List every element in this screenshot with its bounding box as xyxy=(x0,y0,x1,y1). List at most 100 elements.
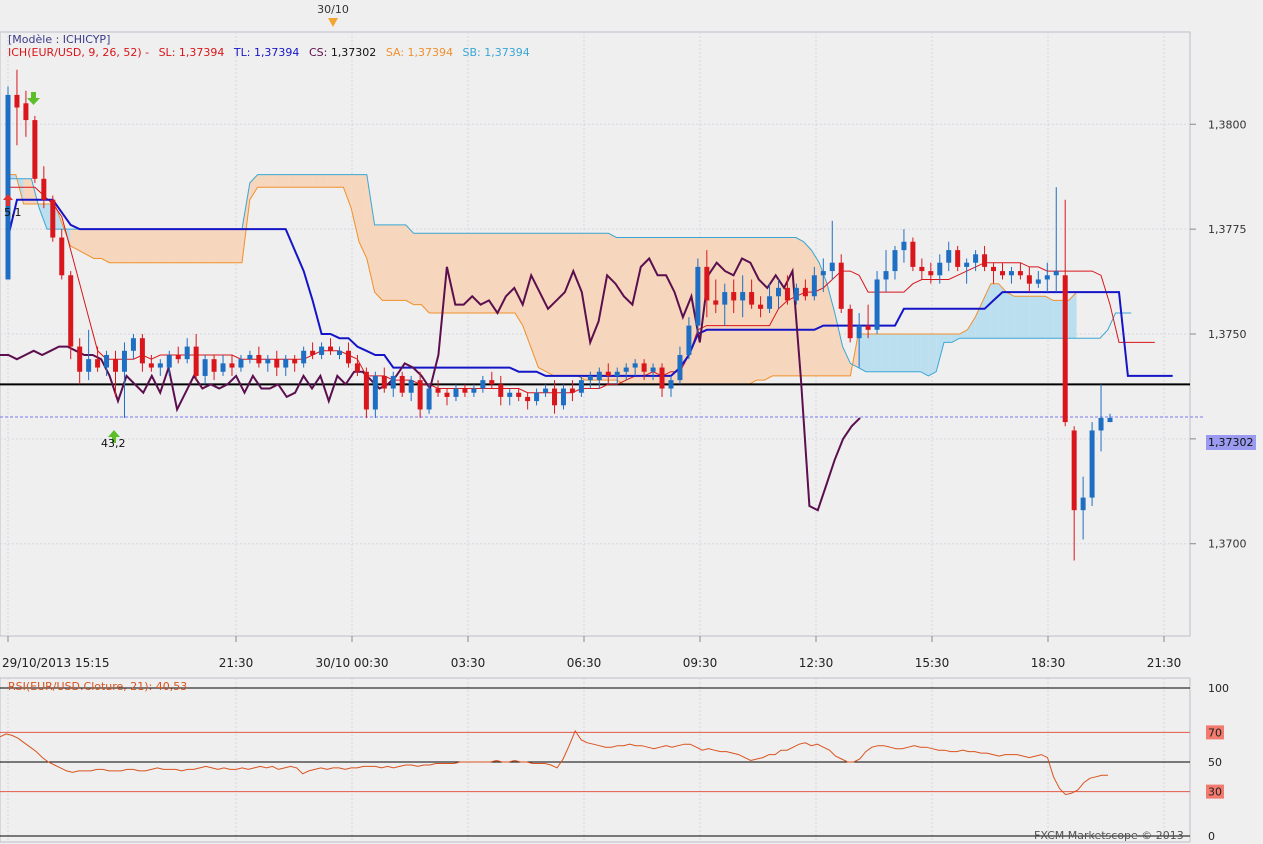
candle-body xyxy=(319,346,325,355)
buy-signal-icon xyxy=(108,430,120,443)
candle-body xyxy=(847,308,853,339)
candle-body xyxy=(776,287,782,297)
time-axis[interactable]: 29/10/2013 15:15 21:30 30/10 00:30 03:30 06:… xyxy=(2,636,1181,670)
candle-body xyxy=(1017,271,1023,276)
cloud-segment xyxy=(998,283,1007,339)
sell-signal-icon xyxy=(3,194,13,206)
cloud-segment xyxy=(156,229,164,263)
candle-body xyxy=(596,371,602,381)
cloud-segment xyxy=(265,174,274,188)
candle-body xyxy=(569,388,575,393)
candle-body xyxy=(41,178,47,200)
candle-body xyxy=(695,266,701,326)
cloud-segment xyxy=(733,237,742,385)
cloud-segment xyxy=(585,233,593,381)
cloud-segment xyxy=(125,229,133,263)
candle-body xyxy=(381,375,387,389)
cloud-segment xyxy=(866,334,874,372)
candle-body xyxy=(543,388,549,393)
candle-body xyxy=(659,367,665,389)
candle-body xyxy=(668,380,674,389)
rsi-axis: 100 70 50 30 0 xyxy=(1206,682,1229,843)
candle-body xyxy=(202,359,208,376)
model-label: [Modèle : ICHICYP] xyxy=(8,33,111,46)
candle-body xyxy=(901,241,907,251)
cloud-segment xyxy=(1022,296,1030,339)
candle-body xyxy=(758,304,764,309)
cloud-segment xyxy=(1037,296,1046,339)
candle-body xyxy=(336,350,342,355)
cloud-segment xyxy=(499,233,508,314)
cloud-segment xyxy=(772,237,781,376)
cloud-segment xyxy=(101,229,110,263)
candle-body xyxy=(525,396,531,402)
candle-body xyxy=(139,338,145,364)
candle-body xyxy=(5,94,11,280)
sl-value: SL: 1,37394 xyxy=(158,46,225,59)
candle-body xyxy=(23,103,29,121)
cloud-segment xyxy=(741,237,749,385)
senkou-span-a-line xyxy=(8,174,1077,385)
cloud-segment xyxy=(273,174,281,188)
cloud-segment xyxy=(554,233,562,376)
cs-value: 1,37302 xyxy=(330,46,377,59)
cloud-segment xyxy=(195,229,203,263)
cloud-segment xyxy=(990,283,999,339)
candle-body xyxy=(820,271,826,276)
cloud-segment xyxy=(858,334,866,372)
candle-body xyxy=(632,363,638,368)
candle-body xyxy=(193,346,199,376)
candle-body xyxy=(552,388,558,406)
cloud-segment xyxy=(242,183,250,263)
cloud-segment xyxy=(788,237,796,376)
rsi-plot-area[interactable] xyxy=(0,677,1191,843)
candle-body xyxy=(301,350,307,364)
candle-body xyxy=(175,354,181,360)
candle-body xyxy=(498,384,504,397)
rsi-levels xyxy=(0,687,1190,837)
cloud-segment xyxy=(413,233,422,305)
indicator-name: ICH(EUR/USD, 9, 26, 52) - xyxy=(8,46,150,59)
current-price-badge xyxy=(1206,435,1256,450)
candle-body xyxy=(910,241,916,267)
cloud-segment xyxy=(460,233,469,314)
cloud-segment xyxy=(86,229,94,259)
cloud-segment xyxy=(515,233,523,326)
cloud-segment xyxy=(593,233,601,381)
candle-body xyxy=(811,275,817,297)
candle-body xyxy=(292,359,298,364)
cloud-segment xyxy=(944,334,952,343)
cloud-segment xyxy=(538,233,547,372)
candle-body xyxy=(686,325,692,355)
cloud-segment xyxy=(717,237,726,385)
cloud-segment xyxy=(218,229,227,263)
cloud-segment xyxy=(951,334,960,343)
candle-body xyxy=(166,354,172,368)
cloud-segment xyxy=(281,174,289,188)
cloud-segment xyxy=(639,237,648,385)
cloud-segment xyxy=(405,224,414,305)
cloud-segment xyxy=(1029,296,1038,339)
candle-body xyxy=(614,371,620,376)
candle-body xyxy=(399,375,405,393)
candle-body xyxy=(354,363,360,372)
cloud-segment xyxy=(437,233,445,314)
cloud-segment xyxy=(725,237,734,385)
cloud-segment xyxy=(624,237,632,385)
candle-body xyxy=(489,380,495,385)
copyright-footer: FXCM Marketscope © 2013 xyxy=(1034,829,1184,842)
rsi-level-badge xyxy=(1206,725,1224,740)
cloud-segment xyxy=(897,334,905,372)
candle-body xyxy=(829,262,835,272)
cloud-segment xyxy=(569,233,578,376)
cloud-segment xyxy=(374,224,383,301)
candle-body xyxy=(767,296,773,309)
cloud-segment xyxy=(546,233,554,376)
candle-body xyxy=(883,271,889,280)
candle-body xyxy=(328,346,334,351)
candle-body xyxy=(731,292,737,301)
cloud-segment xyxy=(171,229,180,263)
cloud-segment xyxy=(257,174,266,188)
